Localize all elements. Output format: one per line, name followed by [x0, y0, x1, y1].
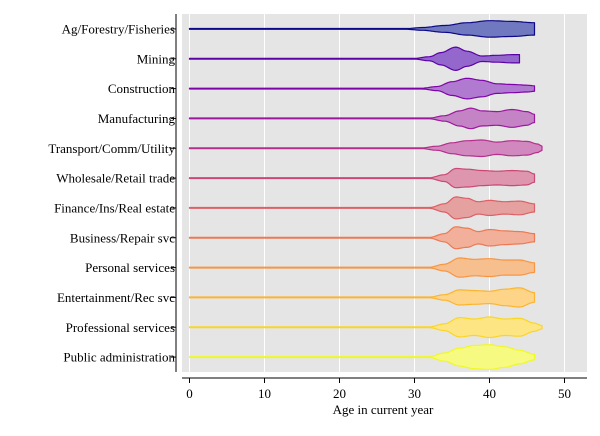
category-labels: Ag/Forestry/Fisheries Mining Construction M…	[48, 14, 177, 372]
violins	[188, 20, 543, 370]
category-label: Wholesale/Retail trade	[56, 171, 175, 186]
violin-personal-services	[188, 257, 536, 278]
violin-professional-services	[188, 316, 543, 339]
category-label: Construction	[108, 81, 176, 96]
x-tick-label-40: 40	[483, 386, 496, 401]
violin-manufacturing	[188, 107, 536, 130]
violin-public-administration	[188, 344, 536, 370]
x-tick-label-20: 20	[333, 386, 346, 401]
category-label: Manufacturing	[98, 111, 176, 126]
category-label: Public administration	[63, 350, 175, 365]
violin-finance-ins-real-estate	[188, 196, 536, 220]
violin-ag-forestry-fisheries	[188, 20, 536, 38]
category-label: Finance/Ins/Real estate	[54, 200, 175, 215]
category-label: Business/Repair svc	[70, 230, 175, 245]
category-label: Mining	[137, 51, 176, 66]
category-label: Personal services	[85, 260, 175, 275]
category-label: Ag/Forestry/Fisheries	[62, 21, 175, 36]
x-axis: 0 10 20 30 40 50	[182, 377, 587, 401]
violin-mining	[188, 46, 521, 71]
gridlines	[189, 14, 565, 372]
watermark: 知乎 @Mr Figurant	[471, 402, 588, 418]
x-tick-label-0: 0	[186, 386, 193, 401]
x-tick-label-50: 50	[558, 386, 571, 401]
category-label: Transport/Comm/Utility	[48, 141, 175, 156]
violin-wholesale-retail-trade	[188, 167, 536, 189]
x-axis-title: Age in current year	[333, 402, 434, 417]
violin-construction	[188, 77, 536, 100]
violin-business-repair-svc	[188, 226, 536, 250]
x-tick-label-30: 30	[408, 386, 421, 401]
plot-background	[182, 14, 587, 372]
category-label: Entertainment/Rec svc	[57, 290, 175, 305]
violin-transport-comm-utility	[188, 139, 543, 158]
x-tick-label-10: 10	[258, 386, 271, 401]
category-label: Professional services	[66, 320, 175, 335]
violin-entertainment-rec-svc	[188, 287, 536, 308]
